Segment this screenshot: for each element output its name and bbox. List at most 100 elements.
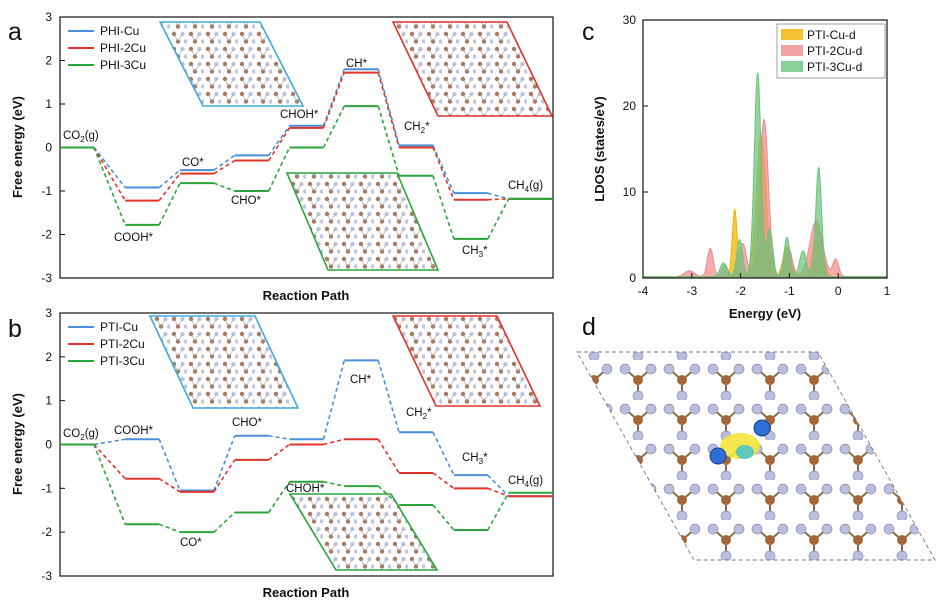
- step-label-text: CH*: [350, 374, 372, 386]
- legend-label: PHI-Cu: [100, 24, 139, 38]
- x-tick-label: -4: [638, 284, 649, 298]
- step-label: CO*: [182, 157, 204, 169]
- transition-connector: [487, 198, 509, 201]
- step-label-suffix: (g): [529, 475, 543, 487]
- step-label-text: COOH*: [114, 232, 154, 244]
- step-label-text: CH: [406, 407, 423, 419]
- transition-connector: [93, 444, 126, 525]
- transition-connector: [432, 147, 455, 200]
- ldos-area-pti-3cu-d: [642, 72, 888, 279]
- transition-connector: [432, 145, 455, 194]
- transition-connector: [93, 147, 126, 201]
- transition-connector: [213, 511, 236, 533]
- panel-a-x-axis-title: Reaction Path: [263, 288, 350, 303]
- step-label-text: CO: [63, 428, 80, 440]
- transition-connector: [158, 169, 181, 189]
- y-tick-label: 2: [45, 54, 52, 68]
- y-tick-label: 0: [45, 141, 52, 155]
- panel-c-axes-frame: [642, 19, 888, 279]
- y-tick-label: -3: [41, 569, 52, 583]
- transition-connector: [268, 443, 290, 461]
- structure-inset-pti-3cu: [288, 493, 439, 571]
- transition-connector: [158, 438, 181, 491]
- transition-connector: [213, 182, 236, 192]
- legend-label: PHI-3Cu: [100, 58, 146, 72]
- step-label-text: CHOH*: [280, 109, 319, 121]
- step-label-text: CH: [462, 245, 479, 257]
- structure-inset-phi-3cu: [285, 172, 440, 271]
- transition-connector: [93, 147, 126, 226]
- step-label-text: CO: [63, 130, 80, 142]
- panel-a-legend: PHI-Cu PHI-2Cu PHI-3Cu: [68, 24, 146, 72]
- x-tick-label: -3: [686, 284, 697, 298]
- transition-connector: [268, 127, 291, 161]
- y-tick-label: -2: [41, 525, 52, 539]
- y-tick-label: 30: [623, 13, 637, 27]
- step-label-suffix: *: [427, 407, 432, 419]
- legend-swatch: [781, 61, 803, 72]
- structure-inset-phi-cu: [158, 21, 305, 107]
- step-label: CH4(g): [508, 475, 543, 489]
- legend-swatch: [781, 29, 803, 40]
- panel-c-legend: PTI-Cu-d PTI-2Cu-d PTI-3Cu-d: [776, 23, 886, 79]
- step-label-text: CHO*: [232, 417, 263, 429]
- step-label: CH*: [350, 374, 372, 386]
- step-label-text: CO*: [180, 537, 202, 549]
- step-label-subscript: 2: [421, 126, 426, 135]
- transition-connector: [377, 105, 400, 177]
- legend-label: PTI-2Cu: [100, 337, 145, 351]
- y-tick-label: 3: [45, 10, 52, 24]
- step-label: CHOH*: [280, 109, 319, 121]
- y-tick-label: 0: [45, 438, 52, 452]
- step-label-text: CH: [462, 452, 479, 464]
- series-pti-2cu: [60, 438, 553, 498]
- panel-c-x-axis-title: Energy (eV): [729, 306, 801, 321]
- y-tick-label: 0: [629, 271, 636, 285]
- y-tick-label: 1: [45, 394, 52, 408]
- transition-connector: [322, 105, 346, 148]
- panel-letter-d: d: [582, 313, 596, 341]
- y-tick-label: 2: [45, 350, 52, 364]
- step-label-text: CH*: [346, 58, 368, 70]
- transition-connector: [377, 485, 400, 506]
- step-label: CH4(g): [508, 180, 543, 194]
- transition-connector: [487, 487, 509, 497]
- transition-connector: [487, 192, 509, 200]
- series-pti-3cu: [60, 443, 553, 534]
- step-label-text: CH: [508, 475, 525, 487]
- structure-lattice: [577, 352, 935, 560]
- step-label-suffix: (g): [85, 130, 99, 142]
- transition-connector: [323, 480, 345, 487]
- legend-label: PTI-3Cu: [100, 354, 145, 368]
- transition-connector: [487, 198, 510, 240]
- cu-atom: [709, 447, 727, 465]
- transition-connector: [322, 72, 346, 129]
- transition-connector: [268, 434, 290, 441]
- step-label-text: CH: [404, 121, 421, 133]
- transition-connector: [377, 68, 400, 146]
- step-label: CH*: [346, 58, 368, 70]
- step-label: COOH*: [114, 425, 154, 437]
- step-label-text: CH: [508, 180, 525, 192]
- x-tick-label: 1: [884, 284, 891, 298]
- step-label: CHO*: [231, 195, 262, 207]
- step-label-text: CHO*: [231, 195, 262, 207]
- step-label: CO2(g): [63, 428, 99, 442]
- y-tick-label: 1: [45, 97, 52, 111]
- panel-c-series: [642, 72, 888, 279]
- series-pti-cu: [60, 359, 553, 498]
- transition-connector: [322, 68, 346, 127]
- panel-b-y-ticks: 3 2 1 0 -1 -2 -3: [41, 306, 65, 583]
- transition-connector: [158, 173, 181, 202]
- panel-b-series: [60, 359, 553, 534]
- step-label-text: CHOH*: [286, 483, 325, 495]
- transition-connector: [487, 474, 510, 497]
- transition-connector: [158, 182, 181, 226]
- y-tick-label: -3: [41, 271, 52, 285]
- y-tick-label: 3: [45, 306, 52, 320]
- step-label-subscript: 2: [80, 135, 85, 144]
- step-label-text: CO*: [182, 157, 204, 169]
